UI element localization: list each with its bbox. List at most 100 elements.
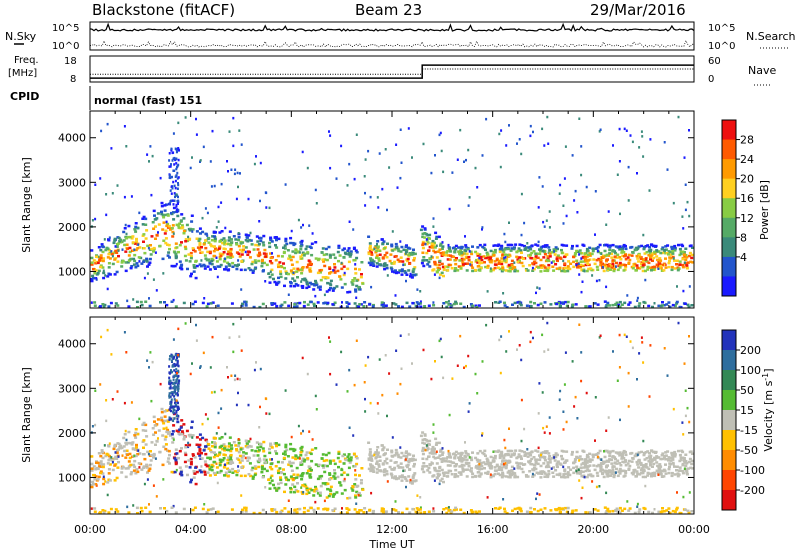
- range-cell: [127, 236, 130, 239]
- range-cell: [647, 262, 650, 265]
- range-cell: [438, 466, 441, 469]
- range-cell: [278, 467, 281, 470]
- range-cell: [671, 252, 674, 255]
- range-cell: [107, 305, 110, 308]
- range-cell: [175, 463, 178, 466]
- range-cell: [530, 252, 533, 255]
- range-cell: [326, 277, 329, 280]
- range-cell: [145, 435, 148, 438]
- range-cell: [259, 240, 262, 243]
- range-cell: [541, 334, 543, 337]
- range-cell: [587, 254, 590, 257]
- range-cell: [580, 261, 583, 264]
- range-cell: [323, 265, 326, 268]
- range-cell: [224, 433, 226, 436]
- range-cell: [293, 280, 296, 283]
- range-cell: [471, 473, 474, 476]
- range-cell: [605, 465, 608, 468]
- range-cell: [379, 263, 382, 266]
- range-cell: [229, 463, 232, 466]
- range-cell: [464, 450, 467, 453]
- range-cell: [627, 303, 630, 306]
- range-cell: [213, 246, 216, 249]
- range-cell: [360, 467, 363, 470]
- range-cell: [220, 264, 223, 267]
- range-cell: [194, 456, 197, 459]
- range-cell: [540, 259, 543, 262]
- range-cell: [190, 426, 193, 429]
- range-cell: [386, 243, 389, 246]
- range-cell: [92, 483, 95, 486]
- range-cell: [258, 253, 261, 256]
- range-cell: [355, 297, 357, 300]
- range-cell: [400, 462, 403, 465]
- range-cell: [207, 237, 210, 240]
- range-cell: [521, 440, 523, 443]
- range-cell: [142, 241, 145, 244]
- range-cell: [591, 253, 594, 256]
- range-cell: [114, 273, 117, 276]
- range-cell: [416, 288, 418, 291]
- range-cell: [112, 255, 114, 258]
- range-cell: [619, 128, 621, 131]
- range-cell: [348, 252, 351, 255]
- range-cell: [169, 202, 171, 205]
- range-cell: [594, 439, 596, 442]
- range-cell: [134, 436, 137, 439]
- range-cell: [431, 255, 433, 257]
- range-cell: [148, 453, 150, 456]
- range-cell: [336, 476, 339, 479]
- range-cell: [270, 302, 273, 305]
- range-cell: [636, 267, 639, 270]
- range-cell: [244, 269, 247, 272]
- range-cell: [608, 416, 610, 419]
- range-cell: [104, 274, 106, 277]
- range-cell: [599, 467, 602, 470]
- range-cell: [529, 301, 532, 304]
- range-cell: [242, 455, 245, 458]
- range-cell: [168, 244, 171, 247]
- range-cell: [200, 365, 202, 368]
- range-cell: [405, 252, 407, 255]
- range-cell: [296, 284, 299, 287]
- range-cell: [606, 254, 609, 257]
- range-cell: [275, 465, 278, 468]
- range-cell: [199, 227, 202, 230]
- range-cell: [676, 466, 679, 469]
- range-cell: [448, 300, 450, 303]
- range-cell: [103, 270, 105, 273]
- range-cell: [125, 224, 127, 227]
- range-cell: [189, 435, 192, 438]
- range-cell: [231, 302, 234, 305]
- range-cell: [306, 472, 309, 475]
- range-cell: [293, 267, 296, 270]
- range-cell: [303, 460, 306, 463]
- range-cell: [174, 251, 177, 254]
- range-cell: [281, 255, 284, 258]
- range-cell: [214, 240, 217, 243]
- range-cell: [202, 302, 205, 305]
- range-cell: [216, 466, 219, 469]
- range-cell: [209, 468, 212, 471]
- range-cell: [300, 478, 303, 481]
- range-cell: [449, 460, 452, 463]
- range-cell: [259, 446, 262, 449]
- range-cell: [206, 305, 209, 308]
- range-cell: [209, 262, 212, 265]
- range-cell: [214, 446, 217, 449]
- range-cell: [449, 250, 452, 253]
- range-cell: [90, 455, 93, 458]
- range-cell: [636, 463, 639, 466]
- range-cell: [177, 184, 179, 187]
- range-cell: [586, 186, 588, 189]
- range-cell: [127, 225, 130, 228]
- range-cell: [597, 246, 600, 249]
- range-cell: [175, 162, 177, 165]
- range-cell: [373, 248, 375, 251]
- range-cell: [679, 260, 682, 263]
- range-cell: [200, 452, 203, 455]
- range-cell: [494, 455, 497, 458]
- range-cell: [299, 454, 302, 457]
- range-cell: [310, 301, 313, 304]
- range-cell: [112, 469, 115, 472]
